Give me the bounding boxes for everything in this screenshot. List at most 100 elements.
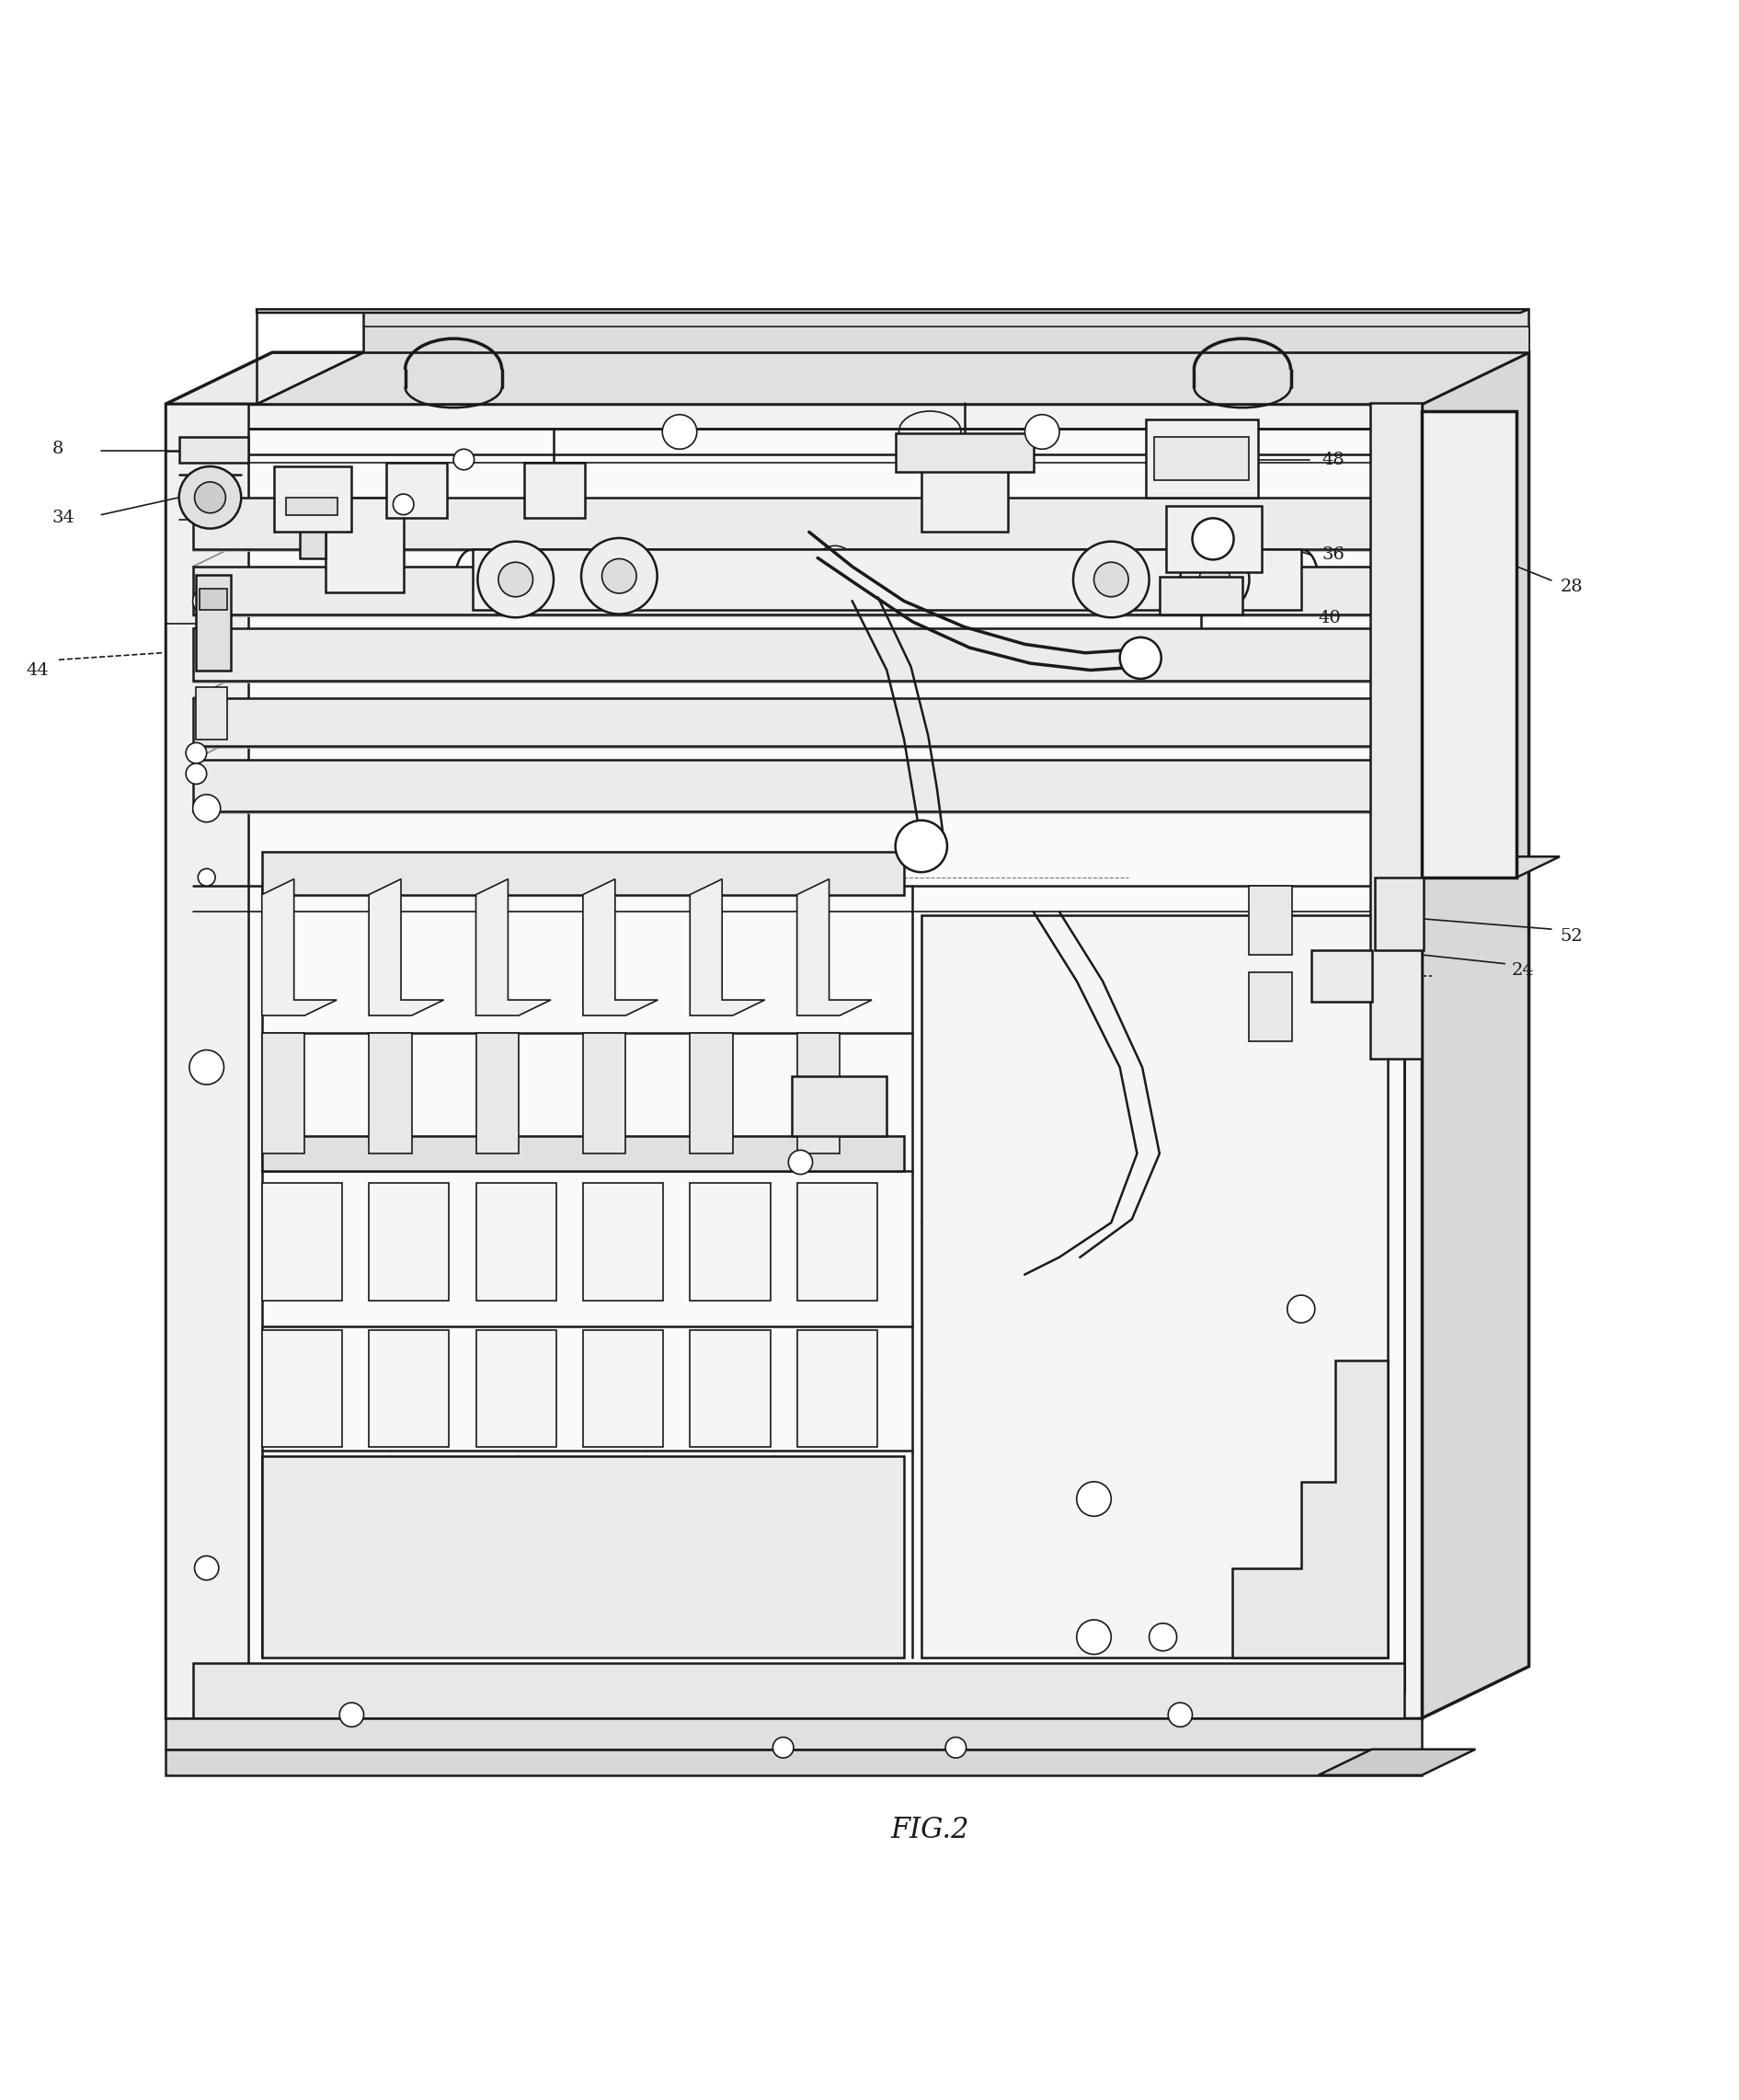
- Circle shape: [1076, 1619, 1111, 1655]
- Polygon shape: [193, 760, 1405, 813]
- Bar: [690, 1329, 770, 1447]
- Bar: [796, 1182, 876, 1300]
- Bar: [796, 1329, 876, 1447]
- Circle shape: [186, 764, 207, 783]
- Bar: [1311, 949, 1372, 1002]
- Polygon shape: [369, 1033, 412, 1153]
- Bar: [197, 687, 228, 739]
- Text: 8: 8: [52, 441, 64, 458]
- Text: 24: 24: [1511, 962, 1534, 979]
- Circle shape: [1170, 449, 1191, 470]
- Polygon shape: [690, 880, 765, 1016]
- Circle shape: [772, 1737, 793, 1758]
- Polygon shape: [257, 309, 1529, 403]
- Circle shape: [193, 588, 221, 615]
- Polygon shape: [263, 1455, 904, 1657]
- Circle shape: [1120, 636, 1162, 678]
- Text: 40: 40: [1318, 611, 1341, 626]
- Circle shape: [602, 559, 636, 594]
- Bar: [896, 433, 1033, 473]
- Polygon shape: [165, 1718, 1423, 1749]
- Circle shape: [179, 466, 242, 529]
- Circle shape: [393, 493, 414, 514]
- Bar: [263, 1136, 904, 1172]
- Bar: [1249, 886, 1292, 956]
- Circle shape: [1181, 546, 1249, 613]
- Text: 44: 44: [26, 662, 49, 678]
- Circle shape: [190, 1050, 224, 1084]
- Text: FIG.2: FIG.2: [890, 1816, 969, 1844]
- Polygon shape: [1423, 353, 1529, 1718]
- Circle shape: [1094, 563, 1129, 596]
- Bar: [263, 850, 904, 895]
- Bar: [197, 575, 231, 670]
- Bar: [299, 531, 325, 559]
- Bar: [1249, 972, 1292, 1042]
- Polygon shape: [263, 880, 337, 1016]
- Text: 36: 36: [1322, 546, 1344, 563]
- Circle shape: [478, 542, 553, 617]
- Polygon shape: [193, 567, 1405, 615]
- Text: 34: 34: [52, 510, 75, 527]
- Polygon shape: [476, 1033, 518, 1153]
- Polygon shape: [193, 498, 1405, 550]
- Circle shape: [198, 662, 216, 678]
- Circle shape: [1076, 1483, 1111, 1516]
- Polygon shape: [325, 498, 403, 592]
- Polygon shape: [165, 1749, 1423, 1774]
- Circle shape: [195, 481, 226, 512]
- Circle shape: [788, 1151, 812, 1174]
- Text: 52: 52: [1560, 928, 1582, 945]
- Circle shape: [339, 1703, 363, 1726]
- Polygon shape: [1423, 412, 1516, 878]
- Circle shape: [195, 1556, 219, 1579]
- Polygon shape: [796, 1033, 840, 1153]
- Bar: [523, 462, 584, 519]
- Circle shape: [499, 563, 532, 596]
- Circle shape: [1200, 565, 1229, 594]
- Polygon shape: [193, 697, 1405, 745]
- Circle shape: [193, 794, 221, 821]
- Polygon shape: [257, 309, 1529, 313]
- Text: 48: 48: [1322, 451, 1344, 468]
- Circle shape: [1073, 542, 1149, 617]
- Bar: [263, 1182, 343, 1300]
- Bar: [583, 1329, 663, 1447]
- Circle shape: [663, 414, 697, 449]
- Bar: [200, 588, 228, 609]
- Bar: [275, 466, 351, 531]
- Polygon shape: [165, 353, 1529, 403]
- Polygon shape: [690, 1033, 732, 1153]
- Polygon shape: [1423, 857, 1560, 878]
- Circle shape: [195, 468, 219, 491]
- Polygon shape: [363, 326, 1529, 353]
- Bar: [476, 1329, 556, 1447]
- Circle shape: [454, 449, 475, 470]
- Bar: [791, 1075, 887, 1136]
- Polygon shape: [922, 454, 1007, 531]
- Polygon shape: [473, 550, 1301, 609]
- Bar: [369, 1329, 449, 1447]
- Circle shape: [1024, 414, 1059, 449]
- Circle shape: [198, 869, 216, 886]
- Polygon shape: [1160, 578, 1242, 615]
- Bar: [193, 428, 1405, 1693]
- Polygon shape: [1146, 420, 1257, 498]
- Bar: [263, 1329, 343, 1447]
- Polygon shape: [476, 880, 551, 1016]
- Bar: [386, 462, 447, 519]
- Polygon shape: [369, 880, 443, 1016]
- Polygon shape: [1318, 1749, 1475, 1774]
- Polygon shape: [165, 403, 1423, 1718]
- Bar: [179, 437, 249, 462]
- Text: 28: 28: [1560, 580, 1582, 596]
- Polygon shape: [796, 880, 871, 1016]
- Polygon shape: [583, 880, 657, 1016]
- Circle shape: [1169, 1703, 1193, 1726]
- Bar: [1376, 878, 1424, 949]
- Bar: [285, 498, 337, 514]
- Bar: [583, 1182, 663, 1300]
- Bar: [1370, 403, 1423, 1058]
- Bar: [690, 1182, 770, 1300]
- Polygon shape: [1167, 506, 1261, 571]
